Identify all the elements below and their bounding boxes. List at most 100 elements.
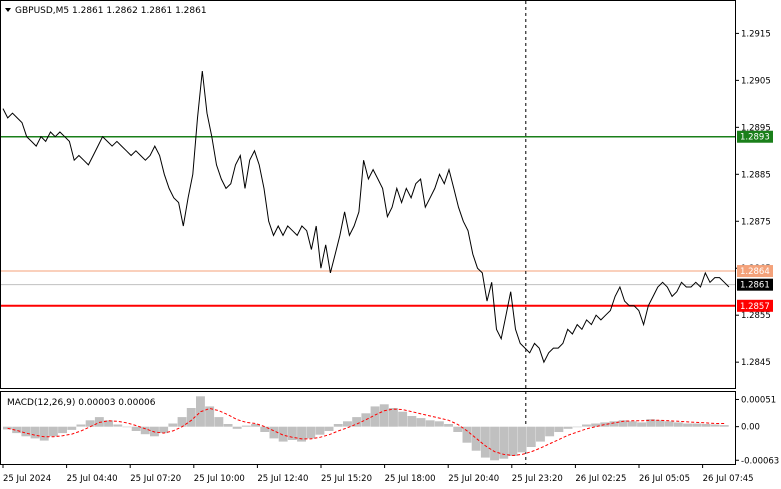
macd-histogram-bar [710, 424, 720, 427]
macd-histogram-bar [260, 426, 270, 432]
macd-histogram-bar [591, 423, 601, 427]
macd-signal-line [7, 407, 725, 457]
macd-histogram-bar [664, 421, 674, 427]
level-tag-box [737, 130, 773, 143]
macd-histogram-bar [554, 426, 564, 432]
price-tick-label: 1.2885 [741, 170, 771, 180]
time-tick-label: 25 Jul 04:40 [67, 474, 118, 484]
level-tag-label: 1.2861 [740, 281, 770, 291]
macd-histogram-bar [563, 426, 573, 429]
macd-histogram-bar [370, 406, 380, 427]
time-tick-label: 26 Jul 02:25 [575, 474, 626, 484]
macd-histogram-bar [526, 426, 536, 447]
macd-histogram-bar [499, 426, 509, 459]
time-tick-label: 26 Jul 07:45 [703, 474, 754, 484]
time-tick-label: 25 Jul 2024 [3, 474, 51, 484]
macd-histogram-bar [94, 417, 104, 427]
macd-histogram-bar [425, 420, 435, 427]
macd-histogram-bar [269, 426, 279, 439]
macd-histogram-bar [480, 426, 490, 458]
macd-histogram-bar [536, 426, 545, 442]
macd-histogram-bar [508, 426, 518, 456]
macd-histogram-bar [462, 426, 472, 443]
macd-histogram-bar [673, 422, 683, 427]
macd-histogram-bar [618, 420, 628, 427]
macd-histogram-bar [434, 421, 444, 427]
macd-histogram-bar [85, 420, 95, 427]
level-tags: 1.2893 1.2864 1.2861 1.2857 [737, 130, 773, 312]
macd-histogram-bar [692, 423, 702, 427]
price-tick-label: 1.2895 [741, 123, 771, 133]
macd-header: MACD(12,26,9) 0.00003 0.00006 [7, 398, 156, 408]
macd-histogram-bar [389, 408, 398, 427]
macd-tick-label: 0.00051 [741, 395, 776, 405]
price-tick-label: 1.2905 [741, 76, 771, 86]
macd-histogram-bar [379, 404, 389, 427]
macd-histogram-bar [3, 426, 12, 430]
time-tick-label: 26 Jul 05:05 [639, 474, 690, 484]
macd-histogram-bar [131, 426, 141, 431]
macd-histogram-bar [177, 417, 187, 427]
level-tag-box [737, 278, 773, 291]
macd-histogram-bar [453, 426, 463, 432]
macd-histogram-bar [205, 406, 215, 427]
macd-histogram-bar [76, 424, 86, 427]
time-tick-label: 25 Jul 10:00 [194, 474, 245, 484]
price-tick-label: 1.2855 [741, 311, 771, 321]
macd-histogram-bar [48, 426, 58, 437]
macd-histogram-bar [223, 424, 233, 427]
macd-histogram-bar [186, 408, 196, 427]
macd-histogram-bar [232, 426, 242, 429]
symbol-header: GBPUSD,M5 1.2861 1.2862 1.2861 1.2861 [15, 6, 207, 16]
macd-histogram-bar [278, 426, 288, 442]
macd-histogram-bar [352, 417, 362, 427]
macd-histogram-bar [122, 426, 132, 428]
macd-histogram-bar [646, 419, 656, 427]
macd-histogram-bar [719, 425, 729, 427]
level-tag-label: 1.2864 [740, 267, 770, 277]
level-tag-box [737, 265, 773, 278]
price-y-axis: 1.29151.29051.28951.28851.28751.28651.28… [735, 29, 771, 368]
macd-histogram-bar [627, 421, 637, 427]
macd-histogram-bar [572, 426, 582, 428]
price-tick-label: 1.2875 [741, 217, 771, 227]
macd-histogram-bar [214, 417, 224, 427]
time-tick-label: 25 Jul 07:20 [130, 474, 181, 484]
macd-histogram-bar [545, 426, 555, 437]
macd-histogram-bar [324, 426, 334, 431]
macd-histogram-bar [416, 418, 426, 427]
macd-histogram-bar [609, 421, 619, 427]
macd-histogram-bar [361, 413, 371, 427]
collapse-triangle-icon[interactable] [5, 8, 11, 12]
level-tag-label: 1.2893 [740, 133, 770, 143]
price-panel-frame [0, 0, 736, 389]
time-tick-label: 25 Jul 23:20 [512, 474, 563, 484]
macd-histogram-bar [39, 426, 49, 441]
macd-histogram-bar [67, 426, 77, 430]
macd-histogram-bar [444, 424, 453, 427]
macd-y-axis: 0.00051 0.00 -0.00063 [735, 395, 779, 466]
time-tick-label: 25 Jul 18:00 [385, 474, 436, 484]
time-x-axis: 25 Jul 2024 25 Jul 04:40 25 Jul 07:20 25 Ju… [2, 464, 754, 484]
macd-histogram-bar [12, 426, 22, 434]
macd-histogram-bar [306, 426, 316, 439]
macd-histogram-bar [113, 424, 123, 427]
macd-histogram-bar [637, 422, 646, 427]
macd-histogram-bar [297, 426, 306, 442]
price-tick-label: 1.2915 [741, 29, 771, 39]
price-line [2, 70, 730, 364]
price-tick-label: 1.2845 [741, 358, 771, 368]
macd-histogram-bar [333, 424, 343, 427]
macd-histogram-bar [241, 425, 251, 427]
macd-histogram-bar [159, 426, 169, 434]
macd-histogram-bar [398, 411, 408, 427]
macd-histogram-bar [471, 426, 481, 451]
macd-histogram-bar [168, 423, 178, 427]
macd-histogram-bar [407, 416, 417, 427]
macd-histogram-bar [315, 426, 325, 435]
macd-histogram-bar [343, 421, 352, 427]
macd-tick-label: 0.00 [741, 423, 760, 433]
macd-histogram-bar [701, 424, 711, 427]
time-tick-label: 25 Jul 15:20 [321, 474, 372, 484]
